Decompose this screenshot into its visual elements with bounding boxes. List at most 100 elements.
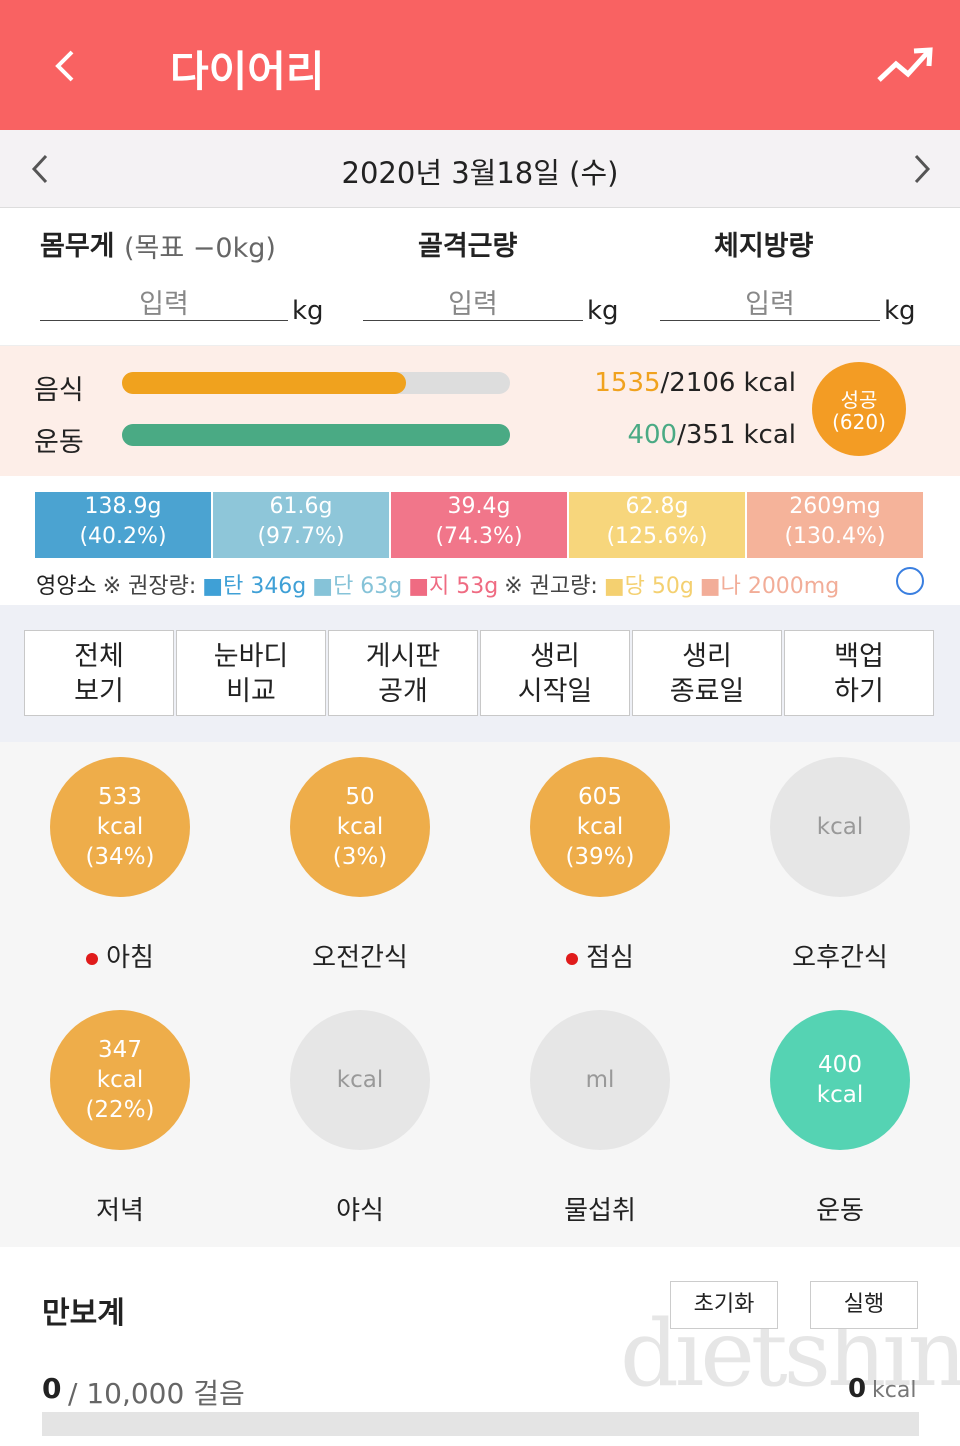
meal-name: 아침 bbox=[20, 937, 220, 974]
meal-value: kcal bbox=[576, 814, 624, 840]
meal-value: 347 bbox=[98, 1037, 142, 1063]
menu-label: 생리 bbox=[682, 641, 732, 672]
back-button[interactable] bbox=[50, 48, 80, 84]
menu-label: 비교 bbox=[226, 676, 276, 707]
unit: kg bbox=[587, 296, 619, 326]
calorie-value: 400 bbox=[627, 420, 678, 450]
nutrient-legend: 영양소 ※ 권장량: ■탄 346g ■단 63g ■지 53g ※ 권고량: ■당 50g… bbox=[36, 568, 845, 600]
meal-value: (3%) bbox=[332, 844, 388, 870]
meal-name: 저녁 bbox=[20, 1190, 220, 1227]
input[interactable]: 입력 bbox=[660, 282, 880, 321]
meal-name: 운동 bbox=[740, 1190, 940, 1227]
bar-fill bbox=[122, 372, 406, 394]
dot bbox=[566, 952, 579, 965]
legend-text: ■지 53g bbox=[408, 574, 499, 599]
title: 다이어리 bbox=[170, 47, 325, 96]
meal-circle[interactable]: 533 kcal (34%) bbox=[50, 757, 190, 897]
field-label: 체지방량 bbox=[714, 231, 814, 262]
dot bbox=[86, 952, 99, 965]
meal-label: 저녁 bbox=[96, 1196, 144, 1226]
nutrient-pct: (74.3%) bbox=[435, 524, 523, 549]
menu-button[interactable]: 전체 보기 bbox=[24, 630, 174, 716]
steps-goal: / 10,000 걸음 bbox=[68, 1377, 245, 1410]
bar-fill bbox=[122, 424, 510, 446]
calorie-label: 음식 bbox=[34, 375, 84, 406]
date: 2020년 3월18일 (수) bbox=[341, 156, 619, 190]
nutrient-value: 2609mg bbox=[789, 494, 881, 519]
meal-circle[interactable]: 347 kcal (22%) bbox=[50, 1010, 190, 1150]
meal-circle[interactable]: 50 kcal (3%) bbox=[290, 757, 430, 897]
app-bar: 다이어리 bbox=[0, 0, 960, 130]
calorie-target: /2106 bbox=[660, 368, 736, 398]
meal-name: 오전간식 bbox=[260, 937, 460, 974]
badge: 성공 (620) bbox=[812, 362, 906, 456]
field-label: 골격근량 bbox=[418, 231, 518, 262]
meal-value: kcal bbox=[96, 814, 144, 840]
menu-label: 게시판 bbox=[365, 641, 441, 672]
nutrient-value: 138.9g bbox=[84, 494, 162, 519]
field-hint: (목표 −0kg) bbox=[124, 233, 276, 264]
meal-label: 물섭취 bbox=[564, 1196, 636, 1226]
meal-value: kcal bbox=[816, 814, 864, 840]
nutrient-pct: (97.7%) bbox=[257, 524, 345, 549]
input[interactable]: 입력 bbox=[40, 282, 288, 321]
meal-label: 운동 bbox=[816, 1196, 864, 1226]
meal-circle[interactable]: 400 kcal bbox=[770, 1010, 910, 1150]
trend-button[interactable] bbox=[876, 46, 934, 86]
meal-circle[interactable]: ml bbox=[530, 1010, 670, 1150]
meal-value: kcal bbox=[336, 1067, 384, 1093]
meal-value: 605 bbox=[578, 784, 622, 810]
menu-label: 공개 bbox=[378, 676, 428, 707]
nutrient-pct: (40.2%) bbox=[79, 524, 167, 549]
next-date[interactable] bbox=[910, 152, 934, 186]
meal-label: 아침 bbox=[106, 943, 154, 973]
legend-text: ■나 2000mg bbox=[699, 574, 840, 599]
badge-value: (620) bbox=[832, 410, 886, 434]
meal-value: (34%) bbox=[85, 844, 155, 870]
meal-value: 400 bbox=[818, 1052, 862, 1078]
calorie-unit: kcal bbox=[743, 368, 796, 398]
meal-value: 533 bbox=[98, 784, 142, 810]
prev-date[interactable] bbox=[28, 152, 52, 186]
menu-label: 시작일 bbox=[517, 676, 593, 707]
field-label: 몸무게 bbox=[40, 231, 115, 262]
menu-label: 하기 bbox=[834, 676, 884, 707]
input[interactable]: 입력 bbox=[363, 282, 583, 321]
legend-text: ※ 권고량: bbox=[504, 574, 598, 599]
meal-label: 점심 bbox=[586, 943, 634, 973]
meal-circle[interactable]: 605 kcal (39%) bbox=[530, 757, 670, 897]
legend-text: ■탄 346g bbox=[202, 574, 307, 599]
menu-label: 눈바디 bbox=[213, 641, 289, 672]
menu-label: 백업 bbox=[834, 641, 884, 672]
unit: kg bbox=[884, 296, 916, 326]
meal-circle[interactable]: kcal bbox=[770, 757, 910, 897]
pedometer-title: 만보계 bbox=[42, 1296, 125, 1331]
pedometer-button[interactable]: 실행 bbox=[810, 1281, 918, 1329]
calorie-label: 운동 bbox=[34, 427, 84, 458]
nutrient-value: 39.4g bbox=[447, 494, 511, 519]
calorie-value: 1535/2106 kcal bbox=[560, 368, 796, 398]
meal-circle[interactable]: kcal bbox=[290, 1010, 430, 1150]
menu-label: 보기 bbox=[74, 676, 124, 707]
steps-bar bbox=[42, 1412, 919, 1436]
meal-label: 오후간식 bbox=[792, 943, 888, 973]
kcal-unit: kcal bbox=[872, 1378, 917, 1403]
calorie-value: 400/351 kcal bbox=[560, 420, 796, 450]
pedometer-button[interactable]: 초기화 bbox=[670, 1281, 778, 1329]
calorie-unit: kcal bbox=[743, 420, 796, 450]
nutrient-box: 61.6g (97.7%) bbox=[213, 492, 389, 558]
menu-label: 종료일 bbox=[669, 676, 745, 707]
nutrient-value: 62.8g bbox=[625, 494, 689, 519]
kcal-value: 0 bbox=[848, 1374, 867, 1404]
meal-name: 오후간식 bbox=[740, 937, 940, 974]
info-icon[interactable] bbox=[896, 567, 924, 595]
nutrient-pct: (125.6%) bbox=[606, 524, 708, 549]
meal-value: (39%) bbox=[565, 844, 635, 870]
menu-button[interactable]: 생리 시작일 bbox=[480, 630, 630, 716]
meal-value: kcal bbox=[336, 814, 384, 840]
